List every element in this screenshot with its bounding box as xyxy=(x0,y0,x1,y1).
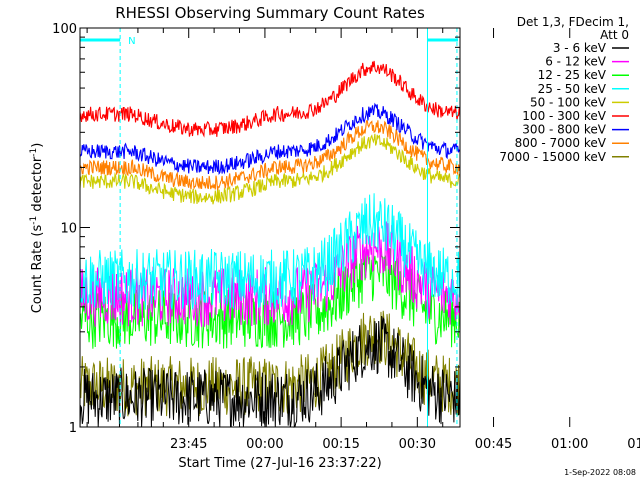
y-tick-label: 10 xyxy=(60,222,77,237)
legend-label-100-300-kev: 100 - 300 keV xyxy=(522,109,606,123)
x-tick-label: 00:45 xyxy=(475,437,512,452)
legend-label-25-50-kev: 25 - 50 keV xyxy=(538,82,607,96)
footer-timestamp: 1-Sep-2022 08:08 xyxy=(564,468,636,477)
x-tick-label: 00:00 xyxy=(246,437,283,452)
x-tick-label: 01:15 xyxy=(627,437,640,452)
legend-label-7000-15000-kev: 7000 - 15000 keV xyxy=(499,150,606,164)
x-axis-label: Start Time (27-Jul-16 23:37:22) xyxy=(178,456,381,471)
series-line-3-6-kev xyxy=(79,315,461,428)
y-tick-label: 100 xyxy=(52,22,77,37)
y-axis-label-main: Count Rate (s xyxy=(30,225,45,314)
y-axis-label-mid: detector xyxy=(30,156,45,216)
legend-label-800-7000-kev: 800 - 7000 keV xyxy=(515,136,607,150)
legend-label-12-25-kev: 12 - 25 keV xyxy=(538,68,607,82)
legend-header-line-1: Det 1,3, FDecim 1, xyxy=(517,15,629,29)
y-axis-label-end: ) xyxy=(30,143,45,148)
y-axis-label: Count Rate (s-1 detector-1) xyxy=(29,143,45,314)
series-line-25-50-kev xyxy=(79,193,461,310)
legend-label-50-100-kev: 50 - 100 keV xyxy=(530,95,607,109)
legend-label-6-12-kev: 6 - 12 keV xyxy=(545,55,607,69)
y-axis-label-exp2: -1 xyxy=(29,148,39,157)
night-label: N xyxy=(128,36,135,47)
y-axis-label-exp1: -1 xyxy=(29,216,39,225)
chart-title: RHESSI Observing Summary Count Rates xyxy=(115,4,425,22)
series-line-50-100-kev xyxy=(79,133,461,205)
x-tick-label: 01:00 xyxy=(551,437,588,452)
x-tick-label: 23:45 xyxy=(170,437,207,452)
series-line-800-7000-kev xyxy=(79,120,461,191)
x-tick-label: 00:15 xyxy=(322,437,359,452)
legend-label-3-6-kev: 3 - 6 keV xyxy=(553,41,607,55)
legend-label-300-800-kev: 300 - 800 keV xyxy=(522,123,606,137)
series-layer xyxy=(79,60,461,428)
y-tick-label: 1 xyxy=(69,421,77,436)
series-line-12-25-kev xyxy=(79,248,461,349)
x-tick-label: 00:30 xyxy=(399,437,436,452)
series-line-300-800-kev xyxy=(79,102,461,175)
legend-header-line-2: Att 0 xyxy=(600,28,629,42)
axis-layer: 1 10 100 23:45 00:00 00:15 00:30 00:45 01:00 01:1… xyxy=(52,22,640,452)
series-line-100-300-kev xyxy=(79,60,461,138)
